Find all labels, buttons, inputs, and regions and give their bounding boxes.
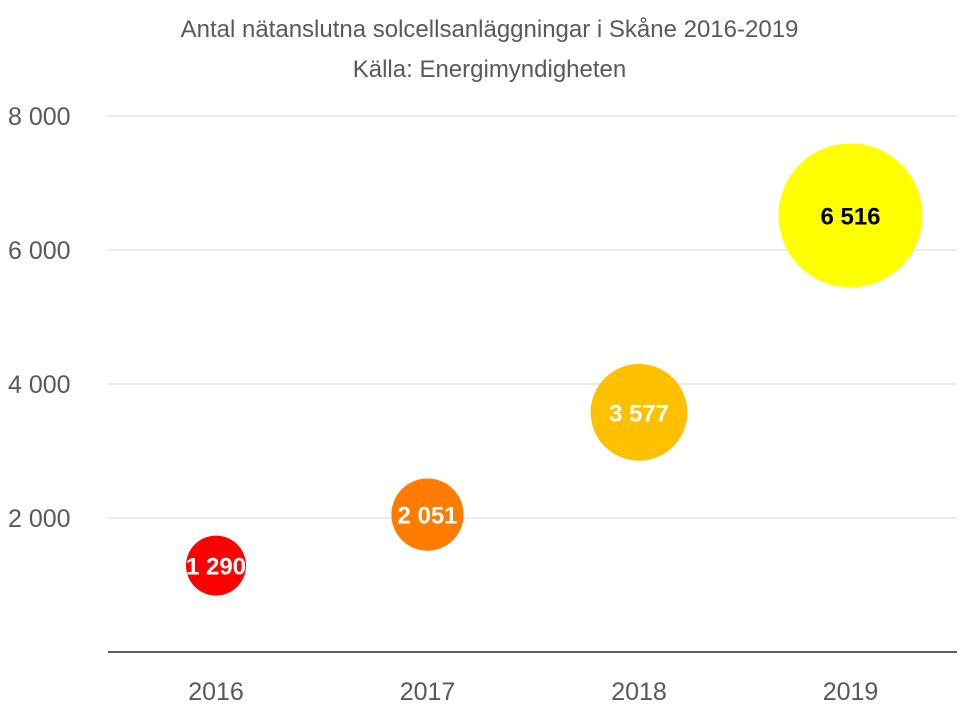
chart-title: Antal nätanslutna solcellsanläggningar i… [180,16,799,43]
y-tick-label: 4 000 [8,371,71,399]
x-axis: 2016 2017 2018 2019 [108,651,957,706]
y-tick-label: 8 000 [8,103,71,131]
bubble-2018 [590,363,688,461]
y-tick-label: 6 000 [8,237,71,265]
x-tick-label: 2017 [400,678,456,706]
chart-subtitle: Källa: Energimyndigheten [352,56,627,83]
data-label-2018: 3 577 [609,400,669,427]
y-tick-label: 2 000 [8,505,71,533]
y-axis-tick-labels: 2 000 4 000 6 000 8 000 [8,103,71,533]
bubble-labels: 1 290 2 051 3 577 6 516 [186,203,881,580]
bubble-2019 [778,143,923,288]
data-label-2019: 6 516 [820,203,880,230]
bubble-2016 [186,535,246,596]
x-tick-label: 2019 [823,678,879,706]
data-label-2017: 2 051 [397,503,457,530]
data-label-2016: 1 290 [186,554,246,581]
bubble-2017 [391,478,464,551]
bubbles [186,143,923,596]
x-tick-label: 2016 [188,678,244,706]
x-tick-label: 2018 [611,678,667,706]
